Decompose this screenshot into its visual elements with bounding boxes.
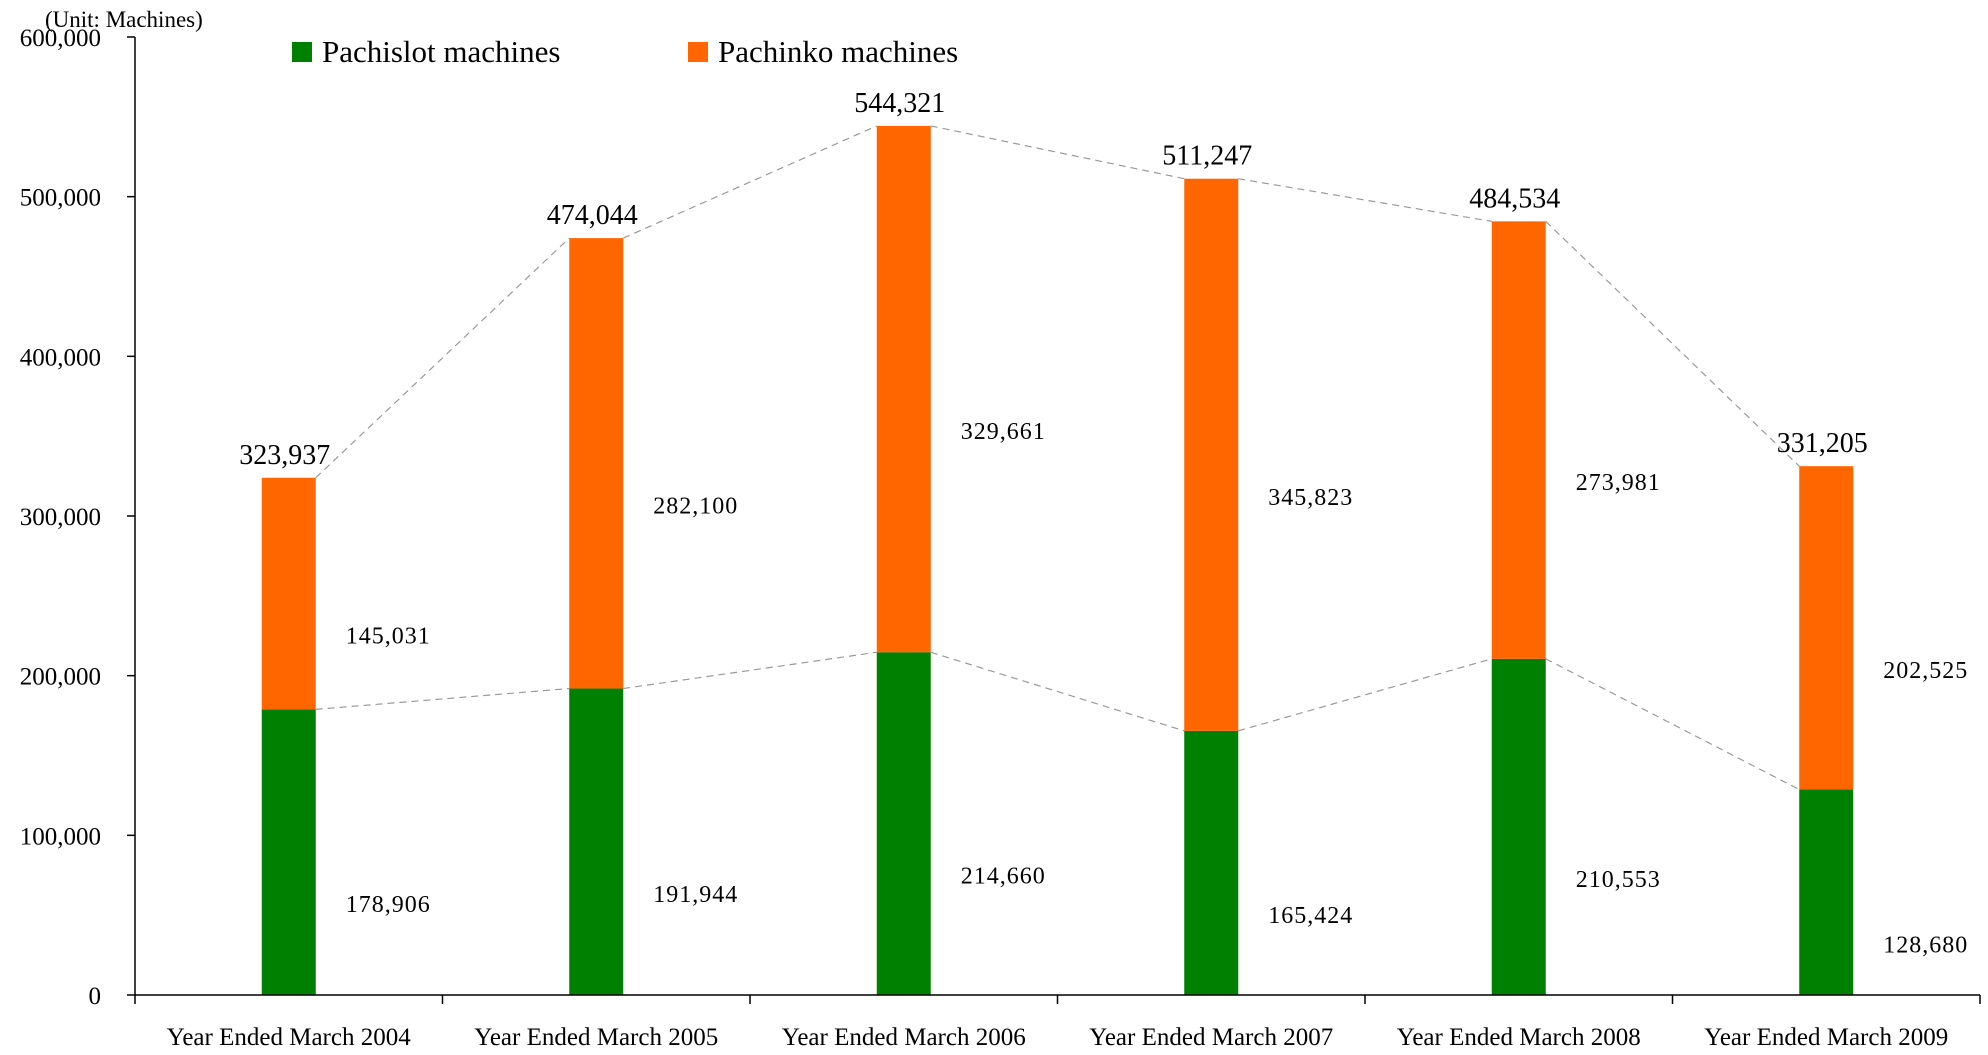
x-tick-label: Year Ended March 2004 (167, 1024, 411, 1050)
bar-pachinko (1184, 178, 1239, 731)
data-label-total: 511,247 (1162, 141, 1252, 172)
x-tick-label: Year Ended March 2007 (1089, 1024, 1333, 1050)
connector-line-pachislot (623, 651, 877, 690)
bar-pachislot (876, 652, 931, 995)
x-tick-label: Year Ended March 2006 (782, 1024, 1026, 1050)
x-tick-label: Year Ended March 2009 (1704, 1024, 1948, 1050)
connector-lines (315, 125, 1800, 791)
connector-line-total (315, 237, 570, 479)
data-label-pachislot: 210,553 (1576, 867, 1661, 893)
bar-pachislot (1184, 730, 1239, 995)
bar-pachislot (1799, 789, 1854, 995)
data-label-total: 323,937 (239, 440, 330, 471)
y-tick-label: 300,000 (20, 504, 101, 531)
bar-pachislot (261, 709, 316, 995)
data-label-pachinko: 202,525 (1883, 658, 1968, 684)
y-tick-label: 400,000 (20, 344, 101, 371)
connector-line-total (623, 125, 877, 239)
connector-line-total (1545, 220, 1800, 467)
data-label-pachislot: 165,424 (1268, 903, 1353, 929)
axes: 0 100,000 200,000 300,000 400,000 500,000 600,… (20, 25, 1981, 1051)
data-label-pachislot: 214,660 (961, 864, 1046, 890)
y-tick-label: 600,000 (20, 25, 101, 52)
bar-pachinko (261, 477, 316, 710)
bar-pachislot (1491, 658, 1546, 995)
connector-line-pachislot (1545, 658, 1800, 791)
unit-label: (Unit: Machines) (45, 7, 203, 32)
y-tick-label: 200,000 (20, 664, 101, 691)
bar-pachinko (1799, 466, 1854, 790)
data-label-pachislot: 191,944 (653, 882, 738, 908)
data-label-total: 544,321 (854, 88, 945, 119)
legend-swatch-pachinko (688, 42, 708, 62)
y-tick-label: 500,000 (20, 185, 101, 212)
legend-label-pachislot: Pachislot machines (322, 34, 560, 69)
data-label-total: 474,044 (547, 200, 638, 231)
data-label-pachinko: 329,661 (961, 419, 1046, 445)
data-label-pachinko: 345,823 (1268, 485, 1353, 511)
data-label-pachislot: 178,906 (346, 892, 431, 918)
data-label-pachinko: 282,100 (653, 493, 738, 519)
connector-line-total (1238, 178, 1492, 222)
data-label-pachinko: 273,981 (1576, 470, 1661, 496)
legend-label-pachinko: Pachinko machines (718, 34, 958, 69)
connector-line-pachislot (1238, 658, 1492, 732)
legend-swatch-pachislot (292, 42, 312, 62)
y-tick-label: 0 (89, 983, 102, 1010)
bar-pachinko (1491, 221, 1546, 659)
bar-pachinko (569, 238, 624, 689)
bars (261, 125, 1854, 995)
connector-line-pachislot (315, 687, 570, 710)
legend: Pachislot machines Pachinko machines (292, 34, 958, 69)
bar-pachislot (569, 688, 624, 995)
data-labels: 178,906 145,031 323,937 191,944 282,100 474,0… (239, 88, 1968, 958)
data-label-pachislot: 128,680 (1883, 932, 1968, 958)
x-tick-label: Year Ended March 2008 (1397, 1024, 1641, 1050)
bar-pachinko (876, 125, 931, 653)
data-label-pachinko: 145,031 (346, 624, 431, 650)
data-label-total: 484,534 (1469, 183, 1560, 214)
connector-line-pachislot (930, 651, 1185, 732)
connector-line-total (930, 125, 1185, 180)
x-tick-label: Year Ended March 2005 (474, 1024, 718, 1050)
y-tick-label: 100,000 (20, 823, 101, 850)
data-label-total: 331,205 (1777, 428, 1868, 459)
